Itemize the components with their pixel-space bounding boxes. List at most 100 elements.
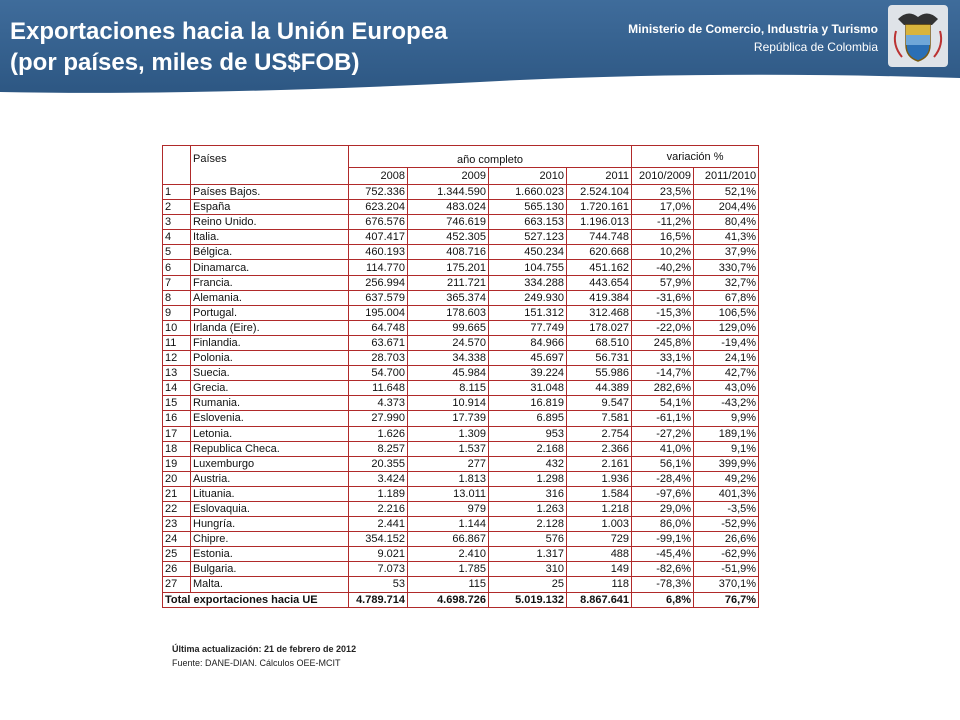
table-cell: -40,2% xyxy=(631,259,695,276)
table-cell: 2 xyxy=(162,199,191,216)
table-cell: 623.204 xyxy=(348,199,408,216)
table-row: 27 Malta. 53 115 25 118 -78,3% 370,1% xyxy=(162,576,760,593)
table-cell: Total exportaciones hacia UE xyxy=(162,591,349,608)
table-cell: 114.770 xyxy=(348,259,408,276)
table-cell: -61,1% xyxy=(631,410,695,427)
table-cell: 1.003 xyxy=(565,516,633,533)
table-cell: 6,8% xyxy=(631,591,695,608)
table-cell: -51,9% xyxy=(693,561,760,578)
table-cell: 23,5% xyxy=(631,183,695,201)
table-cell: 178.603 xyxy=(407,304,489,321)
table-cell: Republica Checa. xyxy=(190,440,349,457)
table-cell: 2011/2010 xyxy=(693,167,760,185)
table-cell: 8.115 xyxy=(407,380,489,397)
table-cell: -97,6% xyxy=(631,485,695,502)
table-cell: 452.305 xyxy=(407,229,489,246)
table-cell: 25 xyxy=(162,546,191,563)
table-cell: 488 xyxy=(565,546,633,563)
table-cell: 1.660.023 xyxy=(488,183,567,201)
table-cell: 11.648 xyxy=(348,380,408,397)
header-cell: variación % xyxy=(631,145,760,168)
table-cell: 5 xyxy=(162,244,191,261)
table-row: 6 Dinamarca. 114.770 175.201 104.755 451.162-… xyxy=(162,259,760,276)
table-cell: 68.510 xyxy=(565,334,633,352)
table-cell: -22,0% xyxy=(631,319,695,336)
table-cell: 22 xyxy=(162,500,191,518)
header-cell xyxy=(162,145,191,185)
table-cell: Suecia. xyxy=(190,365,349,382)
table-cell: 1.218 xyxy=(565,500,633,518)
table-cell: 27 xyxy=(162,576,191,593)
coat-of-arms xyxy=(888,5,948,67)
table-cell: 27.990 xyxy=(348,410,408,427)
table-cell: 25 xyxy=(488,576,567,593)
table-cell: 34.338 xyxy=(407,350,489,367)
table-cell: 2009 xyxy=(407,167,489,185)
table-cell: 44.389 xyxy=(565,380,633,397)
table-cell: 17,0% xyxy=(631,199,695,216)
table-cell: 39.224 xyxy=(488,365,567,382)
table-cell: 744.748 xyxy=(565,229,633,246)
table-cell: 29,0% xyxy=(631,500,695,518)
table-row: 2 España 623.204 483.024 565.130 1.720.161 17,… xyxy=(162,199,760,216)
table-cell: 2.161 xyxy=(565,455,633,472)
table-cell: 4.373 xyxy=(348,395,408,412)
table-row: 8 Alemania. 637.579 365.374 249.930 419.384 -3… xyxy=(162,289,760,306)
table-cell: 282,6% xyxy=(631,380,695,397)
table-row: 22 Eslovaquia. 2.216 979 1.263 1.218 29,0% -3,5… xyxy=(162,500,760,518)
table-cell: 2.754 xyxy=(565,425,633,442)
table-cell: 26,6% xyxy=(693,531,760,548)
table-cell: 334.288 xyxy=(488,274,567,291)
table-cell: 2.128 xyxy=(488,516,567,533)
table-cell: 3.424 xyxy=(348,470,408,487)
table-cell: 76,7% xyxy=(693,591,760,608)
header-band xyxy=(0,0,960,93)
table-row: 23 Hungría. 2.441 1.144 2.128 1.003 86,0% -52,9… xyxy=(162,516,760,533)
page-title: Exportaciones hacia la Unión Europea (po… xyxy=(10,16,447,78)
table-cell: 365.374 xyxy=(407,289,489,306)
table-cell: -28,4% xyxy=(631,470,695,487)
table-cell: 9.021 xyxy=(348,546,408,563)
table-cell: 565.130 xyxy=(488,199,567,216)
table-cell: 45.697 xyxy=(488,350,567,367)
table-cell: 24,1% xyxy=(693,350,760,367)
table-cell: -27,2% xyxy=(631,425,695,442)
table-cell: 13 xyxy=(162,365,191,382)
table-cell: Austria. xyxy=(190,470,349,487)
table-cell: 979 xyxy=(407,500,489,518)
table-cell: 10,2% xyxy=(631,244,695,261)
table-cell: Alemania. xyxy=(190,289,349,306)
table-cell: -14,7% xyxy=(631,365,695,382)
table-row: 4 Italia. 407.417 452.305 527.123 744.748 16,5… xyxy=(162,229,760,246)
header-cell: Países xyxy=(190,145,349,185)
table-cell: 32,7% xyxy=(693,274,760,291)
table-cell: Malta. xyxy=(190,576,349,593)
table-cell: 370,1% xyxy=(693,576,760,593)
table-cell: 527.123 xyxy=(488,229,567,246)
table-row: 14 Grecia. 11.648 8.115 31.048 44.389 282,6% 43… xyxy=(162,380,760,397)
table-cell: 204,4% xyxy=(693,199,760,216)
table-cell: 2.441 xyxy=(348,516,408,533)
table-cell: -19,4% xyxy=(693,334,760,352)
table-cell: Reino Unido. xyxy=(190,214,349,231)
table-cell: 4.789.714 xyxy=(348,591,408,608)
table-cell: 256.994 xyxy=(348,274,408,291)
ministry-name: Ministerio de Comercio, Industria y Turi… xyxy=(628,22,878,36)
table-cell: Finlandia. xyxy=(190,334,349,352)
table-cell: 9,9% xyxy=(693,410,760,427)
table-cell: -99,1% xyxy=(631,531,695,548)
table-cell: 354.152 xyxy=(348,531,408,548)
table-row: 10 Irlanda (Eire). 64.748 99.665 77.749 178.0… xyxy=(162,319,760,336)
ministry-label: Ministerio de Comercio, Industria y Turi… xyxy=(628,20,878,56)
table-cell: 129,0% xyxy=(693,319,760,336)
table-cell: 676.576 xyxy=(348,214,408,231)
table-cell: 104.755 xyxy=(488,259,567,276)
table-cell: 52,1% xyxy=(693,183,760,201)
table-row: 26 Bulgaria. 7.073 1.785 310 149 -82,6% -51,9% xyxy=(162,561,760,578)
table-row: 21 Lituania. 1.189 13.011 316 1.584 -97,6% 401,… xyxy=(162,485,760,502)
table-cell: 195.004 xyxy=(348,304,408,321)
table-cell: 1.785 xyxy=(407,561,489,578)
table-cell: 15 xyxy=(162,395,191,412)
table-cell: 67,8% xyxy=(693,289,760,306)
